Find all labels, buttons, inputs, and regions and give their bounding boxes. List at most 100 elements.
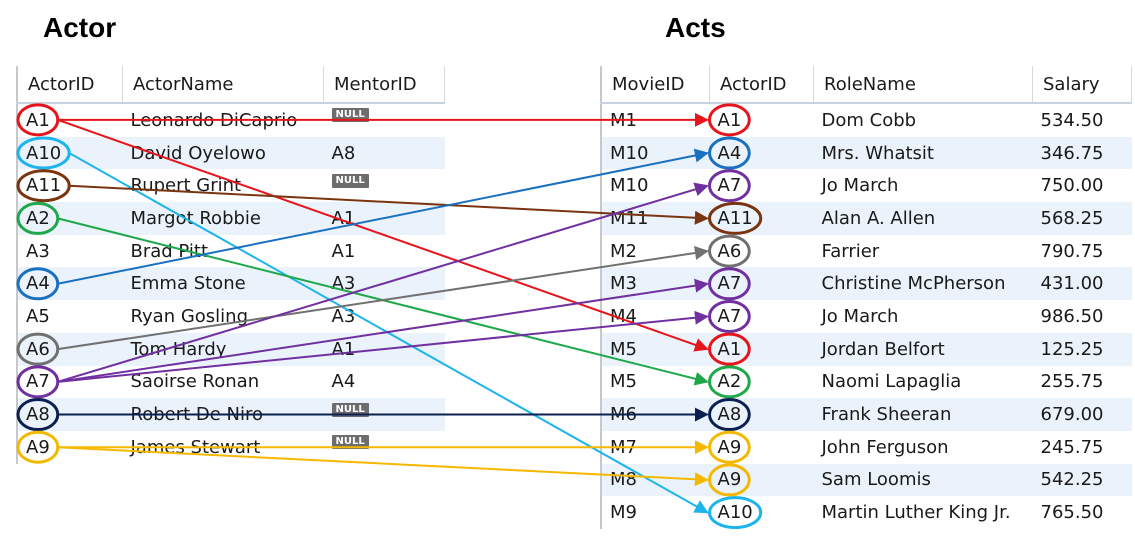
- salary-cell[interactable]: 125.25: [1032, 332, 1132, 366]
- movie-id-cell[interactable]: M1: [610, 109, 637, 131]
- table-row[interactable]: A5 Ryan Gosling A3: [17, 300, 445, 333]
- mentor-id-cell[interactable]: A4: [324, 366, 445, 399]
- movie-id-cell[interactable]: M10: [610, 175, 649, 197]
- role-name-cell[interactable]: Sam Loomis: [813, 463, 1033, 497]
- table-row[interactable]: A10 David Oyelowo A8: [17, 136, 445, 170]
- table-row[interactable]: A9 James Stewart NULL: [17, 431, 445, 464]
- actor-id-cell[interactable]: A10: [717, 502, 753, 524]
- mentor-id-cell[interactable]: A1: [324, 235, 445, 268]
- table-row[interactable]: A2 Margot Robbie A1: [17, 202, 445, 235]
- movie-id-cell[interactable]: M9: [610, 502, 637, 524]
- role-name-cell[interactable]: Farrier: [821, 240, 880, 262]
- salary-cell[interactable]: 568.25: [1032, 202, 1132, 235]
- column-header-actorid[interactable]: ActorID: [709, 66, 814, 104]
- table-row[interactable]: M3 A7 Christine McPherson 431.00: [601, 267, 1132, 301]
- column-header-actorid[interactable]: ActorID: [17, 66, 123, 104]
- salary-cell[interactable]: 986.50: [1040, 305, 1104, 327]
- actor-id-cell[interactable]: A8: [709, 398, 814, 431]
- movie-id-cell[interactable]: M4: [610, 305, 637, 327]
- actor-name-cell[interactable]: Ryan Gosling: [130, 305, 249, 327]
- actor-name-cell[interactable]: Leonardo DiCaprio: [130, 109, 298, 131]
- salary-cell[interactable]: 679.00: [1032, 398, 1132, 431]
- movie-id-cell[interactable]: M5: [610, 371, 637, 393]
- actor-id-cell[interactable]: A9: [26, 436, 50, 458]
- actor-name-cell[interactable]: Robert De Niro: [122, 398, 324, 431]
- actor-name-cell[interactable]: Margot Robbie: [122, 202, 324, 235]
- actor-id-cell[interactable]: A7: [717, 175, 742, 197]
- role-name-cell[interactable]: Jo March: [821, 305, 899, 327]
- actor-id-cell[interactable]: A1: [709, 332, 814, 366]
- actor-id-cell[interactable]: A2: [17, 202, 123, 235]
- mentor-id-cell[interactable]: A8: [323, 136, 445, 170]
- column-header-mentorid[interactable]: MentorID: [323, 66, 445, 104]
- table-row[interactable]: M7 A9 John Ferguson 245.75: [601, 431, 1132, 464]
- salary-cell[interactable]: 765.50: [1040, 502, 1104, 524]
- table-row[interactable]: A8 Robert De Niro NULL: [17, 398, 445, 431]
- movie-id-cell[interactable]: M3: [601, 267, 710, 301]
- actor-name-cell[interactable]: Emma Stone: [122, 267, 324, 301]
- table-row[interactable]: A11 Rupert Grint NULL: [17, 169, 445, 202]
- table-row[interactable]: M8 A9 Sam Loomis 542.25: [601, 463, 1132, 497]
- salary-cell[interactable]: 534.50: [1040, 109, 1104, 131]
- salary-cell[interactable]: 790.75: [1040, 240, 1104, 262]
- movie-id-cell[interactable]: M7: [610, 436, 637, 458]
- table-row[interactable]: M4 A7 Jo March 986.50: [601, 300, 1132, 333]
- actor-id-cell[interactable]: A1: [717, 109, 742, 131]
- actor-id-cell[interactable]: A8: [17, 398, 123, 431]
- table-row[interactable]: M10 A7 Jo March 750.00: [601, 169, 1132, 202]
- mentor-id-cell[interactable]: A3: [323, 267, 445, 301]
- actor-id-cell[interactable]: A10: [17, 136, 123, 170]
- role-name-cell[interactable]: Jo March: [821, 175, 899, 197]
- actor-id-cell[interactable]: A5: [26, 305, 50, 327]
- role-name-cell[interactable]: Mrs. Whatsit: [813, 136, 1033, 170]
- salary-cell[interactable]: 542.25: [1032, 463, 1132, 497]
- mentor-id-cell[interactable]: NULL: [324, 169, 445, 202]
- mentor-id-cell[interactable]: NULL: [323, 398, 445, 431]
- role-name-cell[interactable]: Frank Sheeran: [813, 398, 1033, 431]
- salary-cell[interactable]: 750.00: [1040, 175, 1104, 197]
- actor-id-cell[interactable]: A7: [717, 305, 742, 327]
- actor-name-cell[interactable]: Tom Hardy: [122, 332, 324, 366]
- table-row[interactable]: A7 Saoirse Ronan A4: [17, 366, 445, 399]
- column-header-movieid[interactable]: MovieID: [601, 66, 710, 104]
- table-row[interactable]: M11 A11 Alan A. Allen 568.25: [601, 202, 1132, 235]
- salary-cell[interactable]: 431.00: [1032, 267, 1132, 301]
- mentor-id-cell[interactable]: A1: [323, 332, 445, 366]
- actor-id-cell[interactable]: A1: [26, 109, 50, 131]
- table-row[interactable]: A1 Leonardo DiCaprio NULL: [17, 103, 445, 137]
- role-name-cell[interactable]: Naomi Lapaglia: [821, 371, 962, 393]
- role-name-cell[interactable]: Jordan Belfort: [813, 332, 1033, 366]
- column-header-rolename[interactable]: RoleName: [813, 66, 1033, 104]
- mentor-id-cell[interactable]: NULL: [324, 431, 445, 464]
- column-header-actorname[interactable]: ActorName: [122, 66, 324, 104]
- actor-name-cell[interactable]: Saoirse Ronan: [130, 371, 260, 393]
- table-row[interactable]: A3 Brad Pitt A1: [17, 235, 445, 268]
- role-name-cell[interactable]: Martin Luther King Jr.: [821, 502, 1011, 524]
- role-name-cell[interactable]: Dom Cobb: [821, 109, 917, 131]
- actor-name-cell[interactable]: David Oyelowo: [122, 136, 324, 170]
- table-row[interactable]: M5 A1 Jordan Belfort 125.25: [601, 332, 1132, 366]
- actor-id-cell[interactable]: A6: [17, 332, 123, 366]
- actor-id-cell[interactable]: A9: [717, 436, 742, 458]
- table-row[interactable]: M9 A10 Martin Luther King Jr. 765.50: [601, 496, 1132, 529]
- column-header-salary[interactable]: Salary: [1032, 66, 1132, 104]
- role-name-cell[interactable]: John Ferguson: [821, 436, 949, 458]
- actor-name-cell[interactable]: James Stewart: [130, 436, 261, 458]
- table-row[interactable]: M10 A4 Mrs. Whatsit 346.75: [601, 136, 1132, 170]
- actor-id-cell[interactable]: A4: [17, 267, 123, 301]
- table-row[interactable]: A6 Tom Hardy A1: [17, 332, 445, 366]
- table-row[interactable]: A4 Emma Stone A3: [17, 267, 445, 301]
- salary-cell[interactable]: 255.75: [1040, 371, 1104, 393]
- salary-cell[interactable]: 346.75: [1032, 136, 1132, 170]
- table-row[interactable]: M6 A8 Frank Sheeran 679.00: [601, 398, 1132, 431]
- table-row[interactable]: M2 A6 Farrier 790.75: [601, 235, 1132, 268]
- role-name-cell[interactable]: Christine McPherson: [813, 267, 1033, 301]
- movie-id-cell[interactable]: M11: [601, 202, 710, 235]
- role-name-cell[interactable]: Alan A. Allen: [813, 202, 1033, 235]
- mentor-id-cell[interactable]: A3: [324, 300, 445, 333]
- actor-id-cell[interactable]: A7: [26, 371, 50, 393]
- actor-id-cell[interactable]: A3: [26, 240, 50, 262]
- actor-id-cell[interactable]: A11: [709, 202, 814, 235]
- actor-name-cell[interactable]: Rupert Grint: [130, 175, 242, 197]
- table-row[interactable]: M5 A2 Naomi Lapaglia 255.75: [601, 366, 1132, 399]
